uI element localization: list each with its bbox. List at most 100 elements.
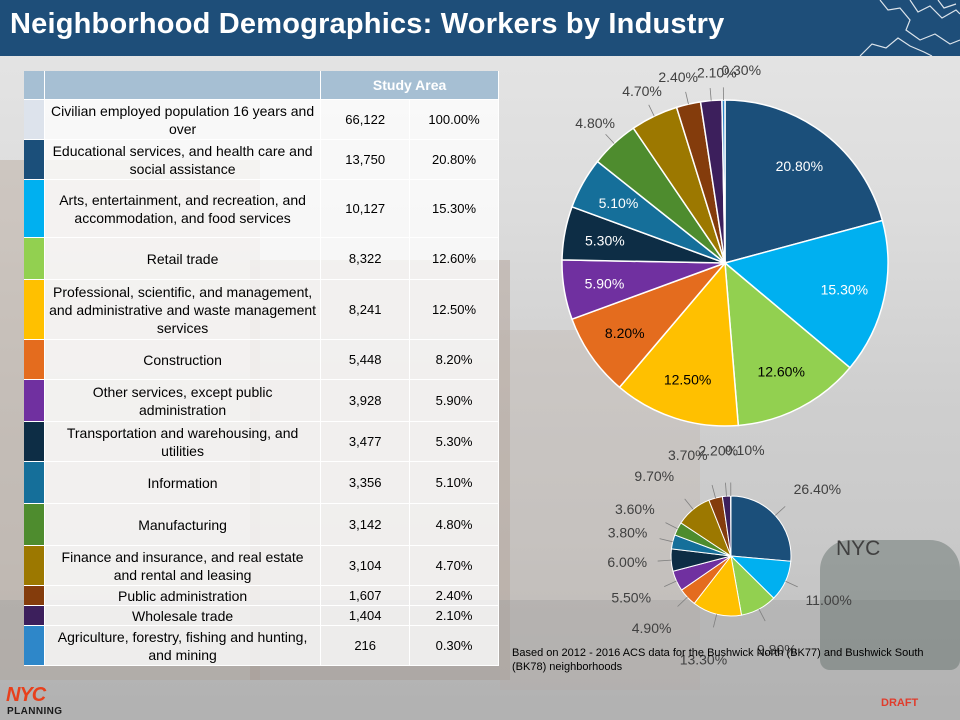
count-cell: 10,127 — [320, 179, 411, 238]
title-bar: Neighborhood Demographics: Workers by In… — [0, 0, 960, 56]
percent-cell: 12.50% — [409, 279, 499, 340]
column-header-study-area: Study Area — [320, 71, 499, 100]
slice-label: 4.70% — [622, 83, 662, 99]
leader-line — [665, 522, 678, 530]
table-row: Retail trade 8,322 12.60% — [24, 237, 499, 280]
table-row: Transportation and warehousing, and util… — [24, 421, 499, 462]
percent-cell: 2.40% — [409, 585, 499, 606]
legend-swatch — [24, 503, 45, 546]
table-row: Construction 5,448 8.20% — [24, 339, 499, 380]
background-car — [820, 540, 960, 670]
legend-swatch — [24, 421, 45, 462]
table-row: Other services, except public administra… — [24, 379, 499, 422]
count-cell: 5,448 — [320, 339, 411, 380]
legend-swatch — [24, 237, 45, 280]
industry-cell: Civilian employed population 16 years an… — [44, 99, 322, 140]
slice-label: 2.10% — [697, 65, 737, 81]
slice-label: 13.30% — [680, 651, 727, 667]
legend-swatch — [24, 339, 45, 380]
logo-planning-text: PLANNING — [7, 706, 63, 717]
slice-label: 5.50% — [611, 590, 651, 606]
industry-cell: Professional, scientific, and management… — [44, 279, 322, 340]
percent-cell: 5.30% — [409, 421, 499, 462]
pie-slice — [730, 495, 792, 562]
legend-swatch — [24, 179, 45, 238]
legend-swatch — [24, 139, 45, 180]
leader-line — [664, 580, 677, 588]
slice-label: 9.80% — [757, 642, 797, 658]
pie-slice — [724, 99, 884, 264]
count-cell: 8,241 — [320, 279, 411, 340]
percent-cell: 0.30% — [409, 625, 499, 666]
leader-line — [725, 482, 727, 497]
leader-line — [648, 104, 655, 117]
industry-cell: Information — [44, 461, 322, 504]
count-cell: 3,928 — [320, 379, 411, 422]
legend-swatch — [24, 379, 45, 422]
industry-cell: Construction — [44, 339, 322, 380]
slice-label: 4.90% — [632, 620, 672, 636]
leader-line — [605, 133, 615, 144]
pie-slice — [721, 99, 726, 264]
slice-label: 8.20% — [605, 325, 645, 341]
study-area-pie: 20.80% 15.30% 12.60% 12.50% 8.20% 5.90% 5.30% 5… — [561, 62, 889, 427]
leader-line — [758, 608, 766, 622]
nyc-pie-title: NYC — [836, 537, 881, 560]
slice-label: 5.90% — [585, 275, 625, 291]
legend-swatch — [24, 99, 45, 140]
slice-label: 3.80% — [608, 525, 648, 541]
leader-line — [685, 91, 689, 105]
count-cell: 3,356 — [320, 461, 411, 504]
industry-cell: Retail trade — [44, 237, 322, 280]
slice-label: 20.80% — [776, 158, 823, 174]
legend-swatch — [24, 545, 45, 586]
percent-cell: 5.90% — [409, 379, 499, 422]
industry-cell: Other services, except public administra… — [44, 379, 322, 422]
page-title: Neighborhood Demographics: Workers by In… — [10, 8, 725, 40]
industry-cell: Finance and insurance, and real estate a… — [44, 545, 322, 586]
slice-label: 11.00% — [805, 592, 851, 608]
leader-line — [709, 87, 712, 101]
source-note: Based on 2012 - 2016 ACS data for the Bu… — [512, 647, 924, 673]
nyc-planning-logo: NYC PLANNING — [6, 684, 76, 718]
logo-nyc-text: NYC — [6, 684, 46, 706]
slice-label: 6.00% — [607, 554, 647, 570]
nyc-pie: 26.40% 11.00% 9.80% 13.30% 4.90% 5.50% 6.00% 3.… — [607, 442, 852, 667]
slice-label: 2.20% — [698, 442, 738, 458]
industry-cell: Arts, entertainment, and recreation, and… — [44, 179, 322, 238]
industry-cell: Wholesale trade — [44, 605, 322, 626]
legend-swatch — [24, 461, 45, 504]
table-row: Arts, entertainment, and recreation, and… — [24, 179, 499, 238]
count-cell: 3,104 — [320, 545, 411, 586]
table-header-row: Study Area — [24, 71, 499, 100]
legend-swatch — [24, 279, 45, 340]
industry-table: Study Area Civilian employed population … — [24, 71, 499, 666]
count-cell: 3,477 — [320, 421, 411, 462]
table-header-blank — [24, 71, 45, 100]
slice-label: 9.70% — [634, 468, 674, 484]
count-cell: 3,142 — [320, 503, 411, 546]
slice-label: 15.30% — [821, 281, 868, 297]
percent-cell: 2.10% — [409, 605, 499, 626]
legend-swatch — [24, 585, 45, 606]
table-row: Manufacturing 3,142 4.80% — [24, 503, 499, 546]
table-row: Public administration 1,607 2.40% — [24, 585, 499, 606]
table-row: Information 3,356 5.10% — [24, 461, 499, 504]
slice-label: 2.40% — [658, 69, 698, 85]
percent-cell: 4.70% — [409, 545, 499, 586]
percent-cell: 20.80% — [409, 139, 499, 180]
count-cell: 216 — [320, 625, 411, 666]
percent-cell: 5.10% — [409, 461, 499, 504]
percent-cell: 4.80% — [409, 503, 499, 546]
table-row: Wholesale trade 1,404 2.10% — [24, 605, 499, 626]
pie-slice — [618, 261, 740, 427]
table-row: Educational services, and health care an… — [24, 139, 499, 180]
slice-label: 26.40% — [794, 481, 841, 497]
table-header-blank — [44, 71, 322, 100]
industry-cell: Educational services, and health care an… — [44, 139, 322, 180]
count-cell: 1,404 — [320, 605, 411, 626]
slice-label: 12.50% — [664, 371, 711, 387]
leader-line — [657, 559, 672, 562]
slice-label: 3.70% — [668, 447, 708, 463]
